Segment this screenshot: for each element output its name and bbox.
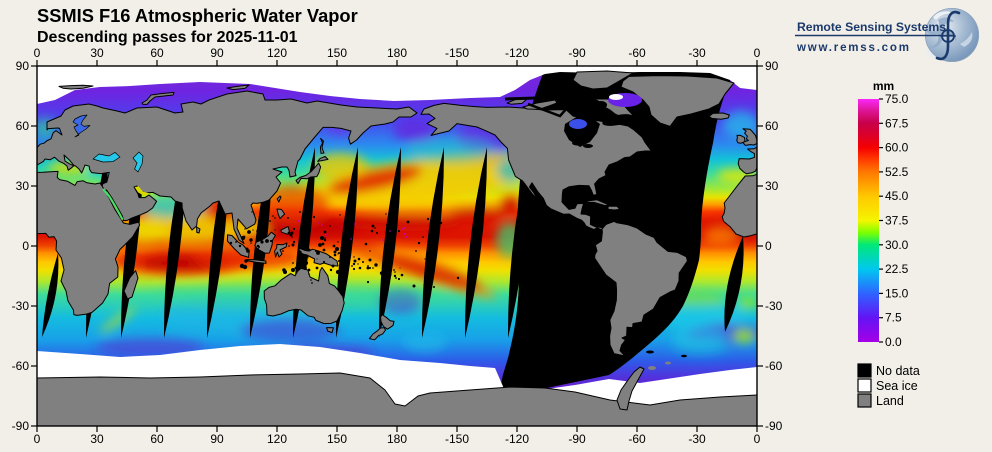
svg-text:22.5: 22.5 xyxy=(885,262,909,276)
svg-text:www.remss.com: www.remss.com xyxy=(796,42,911,54)
svg-text:Remote Sensing Systems: Remote Sensing Systems xyxy=(797,20,946,34)
svg-text:30: 30 xyxy=(765,179,779,193)
svg-text:No data: No data xyxy=(876,364,920,378)
svg-text:52.5: 52.5 xyxy=(885,165,909,179)
svg-text:60: 60 xyxy=(765,119,779,133)
svg-text:90: 90 xyxy=(210,46,224,60)
svg-text:120: 120 xyxy=(267,432,287,446)
svg-text:Sea ice: Sea ice xyxy=(876,379,918,393)
svg-text:60.0: 60.0 xyxy=(885,141,909,155)
svg-text:-30: -30 xyxy=(688,432,706,446)
svg-text:0: 0 xyxy=(22,239,29,253)
svg-text:-30: -30 xyxy=(12,299,30,313)
svg-text:180: 180 xyxy=(387,46,407,60)
svg-text:30: 30 xyxy=(16,179,30,193)
svg-text:60: 60 xyxy=(150,46,164,60)
svg-text:Land: Land xyxy=(876,394,904,408)
svg-text:37.5: 37.5 xyxy=(885,214,909,228)
svg-text:0: 0 xyxy=(765,239,772,253)
svg-text:0: 0 xyxy=(34,46,41,60)
svg-text:150: 150 xyxy=(327,46,347,60)
svg-text:Descending passes for 2025-11-: Descending passes for 2025-11-01 xyxy=(37,29,298,46)
svg-text:0: 0 xyxy=(754,46,761,60)
svg-text:-90: -90 xyxy=(568,432,586,446)
svg-text:30.0: 30.0 xyxy=(885,238,909,252)
svg-text:-150: -150 xyxy=(445,46,469,60)
svg-text:120: 120 xyxy=(267,46,287,60)
svg-text:-60: -60 xyxy=(628,46,646,60)
svg-text:SSMIS F16 Atmospheric Water Va: SSMIS F16 Atmospheric Water Vapor xyxy=(37,5,358,26)
svg-text:180: 180 xyxy=(387,432,407,446)
svg-text:-120: -120 xyxy=(505,432,529,446)
svg-text:-30: -30 xyxy=(765,299,783,313)
svg-text:30: 30 xyxy=(90,46,104,60)
svg-text:-120: -120 xyxy=(505,46,529,60)
svg-text:60: 60 xyxy=(16,119,30,133)
svg-text:-30: -30 xyxy=(688,46,706,60)
svg-text:-60: -60 xyxy=(765,359,783,373)
svg-text:-90: -90 xyxy=(765,419,783,433)
svg-text:15.0: 15.0 xyxy=(885,286,909,300)
svg-text:90: 90 xyxy=(210,432,224,446)
svg-text:60: 60 xyxy=(150,432,164,446)
svg-text:-150: -150 xyxy=(445,432,469,446)
svg-text:150: 150 xyxy=(327,432,347,446)
svg-text:-60: -60 xyxy=(12,359,30,373)
svg-text:7.5: 7.5 xyxy=(885,311,902,325)
svg-text:-90: -90 xyxy=(12,419,30,433)
svg-text:90: 90 xyxy=(765,59,779,73)
svg-text:30: 30 xyxy=(90,432,104,446)
svg-text:67.5: 67.5 xyxy=(885,116,909,130)
svg-text:90: 90 xyxy=(16,59,30,73)
svg-text:-60: -60 xyxy=(628,432,646,446)
svg-text:0.0: 0.0 xyxy=(885,335,902,349)
svg-text:0: 0 xyxy=(34,432,41,446)
svg-text:0: 0 xyxy=(754,432,761,446)
svg-text:mm: mm xyxy=(873,79,894,93)
svg-text:45.0: 45.0 xyxy=(885,189,909,203)
svg-text:75.0: 75.0 xyxy=(885,92,909,106)
svg-text:-90: -90 xyxy=(568,46,586,60)
